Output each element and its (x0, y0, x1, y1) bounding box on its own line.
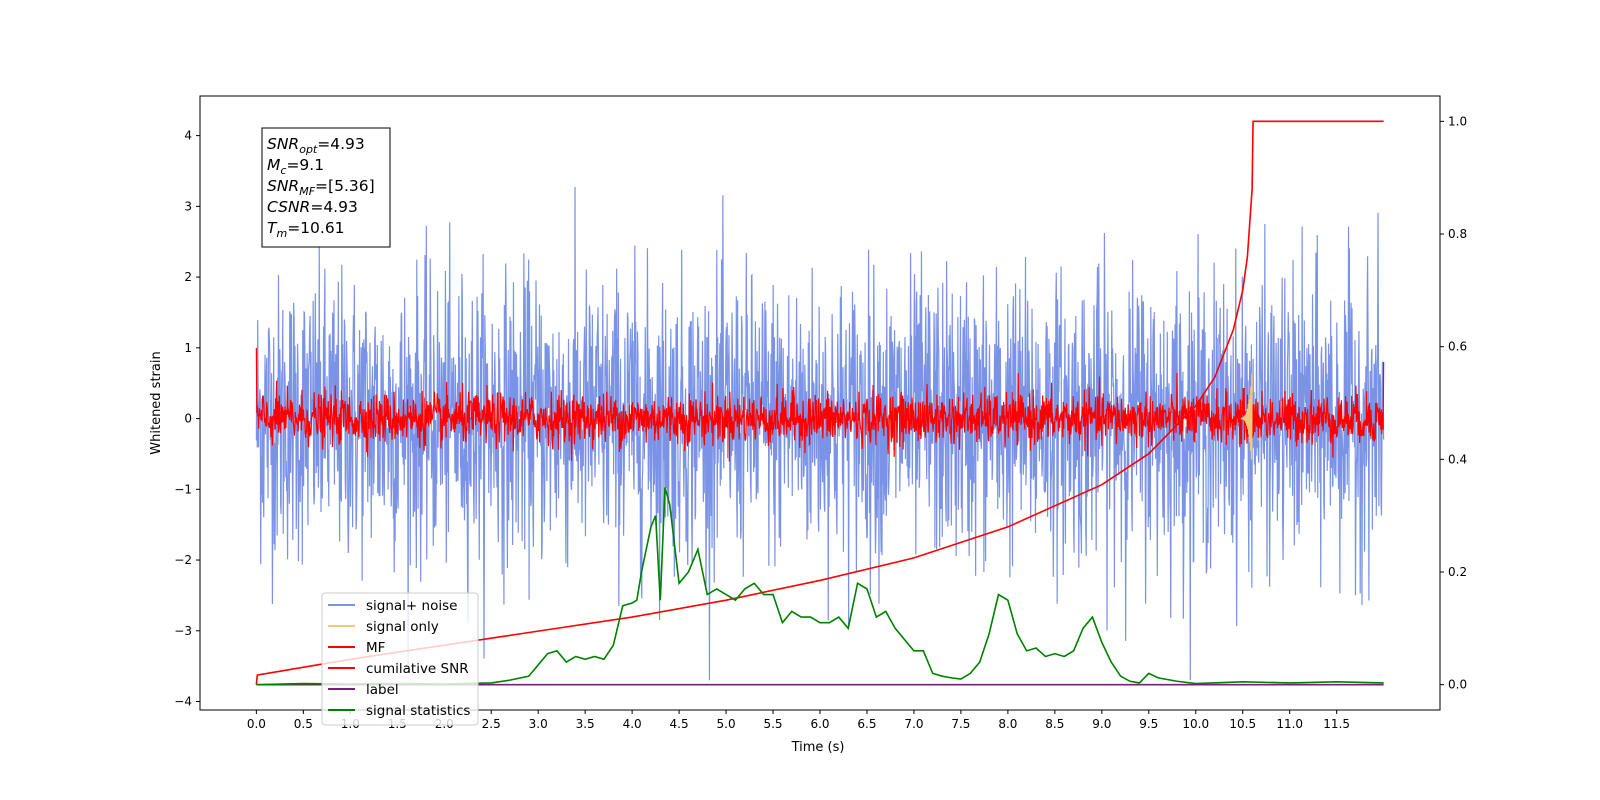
y-left-tick-label: 3 (184, 199, 192, 213)
x-tick-label: 8.5 (1045, 717, 1064, 731)
info-value: =4.93 (317, 135, 365, 153)
info-value: =9.1 (286, 156, 324, 174)
legend-label: signal+ noise (366, 598, 457, 614)
y-axis-label: Whitened strain (149, 351, 164, 454)
y-right-tick-label: 0.6 (1448, 340, 1467, 354)
x-tick-label: 7.0 (904, 717, 923, 731)
legend-label: cumilative SNR (366, 661, 469, 677)
x-tick-label: 11.0 (1276, 717, 1303, 731)
series-signal-only (1240, 373, 1253, 460)
info-line: SNRopt=4.93 (267, 135, 365, 156)
info-line: Tm=10.61 (267, 219, 345, 240)
y-right-tick-label: 0.0 (1448, 678, 1467, 692)
x-tick-label: 9.5 (1139, 717, 1158, 731)
x-tick-label: 11.5 (1323, 717, 1350, 731)
info-symbol: CSNR (267, 198, 310, 216)
info-value: =[5.36] (315, 177, 375, 195)
legend-frame (321, 592, 479, 726)
info-symbol: SNR (267, 177, 299, 195)
x-tick-label: 6.5 (857, 717, 876, 731)
info-line: Mc=9.1 (267, 156, 324, 177)
info-value: =10.61 (287, 219, 344, 237)
legend-label: signal statistics (366, 703, 470, 719)
info-value: =4.93 (310, 198, 358, 216)
x-tick-label: 4.5 (670, 717, 689, 731)
info-subscript: c (280, 164, 286, 177)
x-tick-label: 9.0 (1092, 717, 1111, 731)
y-left-tick-label: 2 (184, 270, 192, 284)
info-symbol: T (267, 219, 278, 237)
info-symbol: M (267, 156, 280, 174)
info-symbol: SNR (267, 135, 299, 153)
y-left-tick-label: 1 (184, 341, 192, 355)
series-signal-statistics (256, 487, 1384, 686)
x-tick-label: 7.5 (951, 717, 970, 731)
y-left-tick-label: −3 (174, 624, 192, 638)
y-right-tick-label: 0.4 (1448, 452, 1467, 466)
y-left-tick-label: 0 (184, 412, 192, 426)
x-tick-label: 0.0 (247, 717, 266, 731)
x-tick-label: 3.5 (576, 717, 595, 731)
y-left-tick-label: 4 (184, 129, 192, 143)
info-subscript: m (276, 227, 287, 240)
x-tick-label: 10.0 (1182, 717, 1209, 731)
x-tick-label: 10.5 (1229, 717, 1256, 731)
legend-label: signal only (366, 619, 439, 635)
y-right-tick-label: 0.8 (1448, 227, 1467, 241)
x-tick-label: 4.0 (623, 717, 642, 731)
x-axis-label: Time (s) (791, 740, 845, 755)
x-tick-label: 5.5 (763, 717, 782, 731)
x-tick-label: 0.5 (294, 717, 313, 731)
legend-label: label (366, 682, 399, 698)
x-tick-label: 8.0 (998, 717, 1017, 731)
series-signal-noise (255, 186, 1385, 681)
legend-label: MF (366, 640, 385, 656)
series-mf (255, 347, 1385, 462)
info-box: SNRopt=4.93Mc=9.1SNRMF=[5.36]CSNR=4.93Tm… (261, 127, 391, 248)
y-left-tick-label: −4 (174, 695, 192, 709)
info-line: CSNR=4.93 (267, 198, 358, 216)
x-tick-label: 5.0 (717, 717, 736, 731)
y-right-tick-label: 1.0 (1448, 114, 1467, 128)
info-box-frame (261, 127, 391, 248)
y-right-tick-label: 0.2 (1448, 565, 1467, 579)
x-tick-label: 6.0 (810, 717, 829, 731)
y-left-tick-label: −1 (174, 482, 192, 496)
legend: signal+ noise signal only MF cumilative SNR… (321, 592, 479, 726)
x-tick-label: 2.5 (482, 717, 501, 731)
x-tick-label: 3.0 (529, 717, 548, 731)
y-axis-right: 1.0 0.8 0.6 0.4 0.2 0.0 (1440, 114, 1467, 692)
info-subscript: opt (299, 143, 318, 156)
info-subscript: MF (299, 185, 315, 198)
y-left-tick-label: −2 (174, 553, 192, 567)
info-line: SNRMF=[5.36] (267, 177, 375, 198)
y-axis-left: 4 3 2 1 0 −1 −2 −3 −4 (174, 129, 200, 709)
